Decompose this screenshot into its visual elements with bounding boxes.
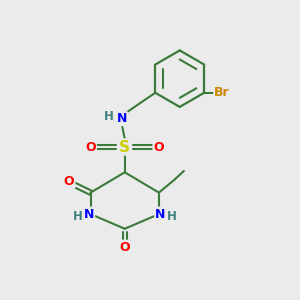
Text: O: O	[119, 241, 130, 254]
Text: O: O	[64, 175, 74, 188]
Text: Br: Br	[214, 86, 230, 99]
Text: H: H	[73, 210, 83, 223]
Text: N: N	[155, 208, 166, 220]
Text: O: O	[154, 140, 164, 154]
Text: N: N	[117, 112, 127, 125]
Text: O: O	[85, 140, 96, 154]
Text: S: S	[119, 140, 130, 154]
Text: H: H	[167, 210, 176, 223]
Text: H: H	[104, 110, 114, 123]
Text: N: N	[84, 208, 94, 220]
